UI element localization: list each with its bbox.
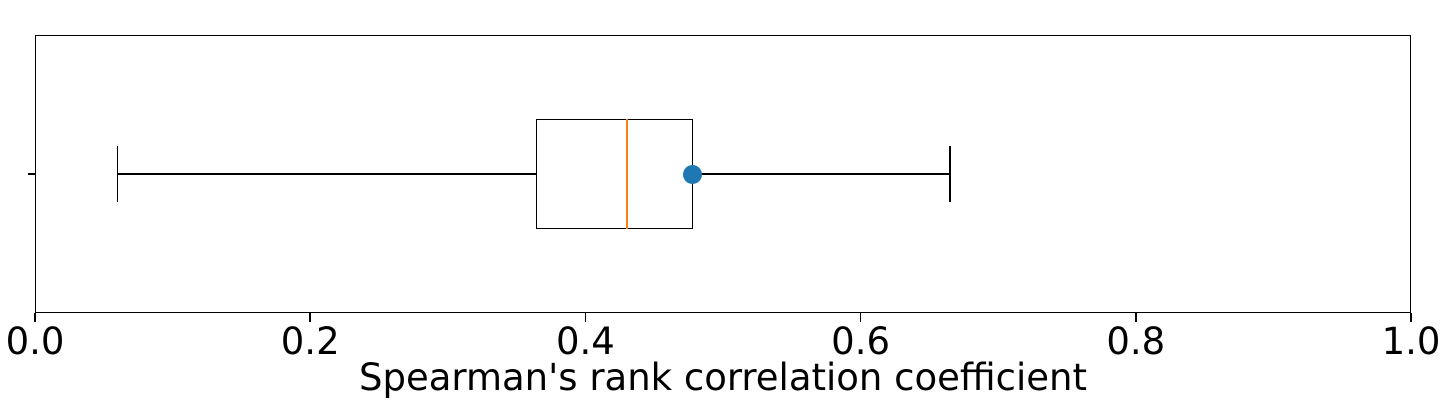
x-tick-label: 1.0 [1381,320,1440,363]
x-tick [309,313,311,322]
x-axis-label: Spearman's rank correlation coefficient [358,356,1088,399]
median-line [625,119,628,229]
x-tick-label: 0.2 [280,320,340,363]
x-tick [34,313,36,322]
x-tick-label: 0.8 [1106,320,1166,363]
whisker-cap-low [116,146,119,202]
x-tick [1410,313,1412,322]
iqr-box [535,119,693,229]
mean-marker [683,164,703,184]
whisker-line-right [692,173,951,175]
x-tick [584,313,587,322]
x-tick [859,313,862,322]
x-tick [1135,313,1137,322]
y-tick [28,173,35,175]
plot-area [28,35,1411,313]
x-tick-label: 0.4 [555,320,615,363]
whisker-line-left [117,173,536,175]
whisker-cap-high [949,146,951,202]
x-tick-label: 0.6 [831,320,891,363]
x-tick-label: 0.0 [5,320,65,363]
